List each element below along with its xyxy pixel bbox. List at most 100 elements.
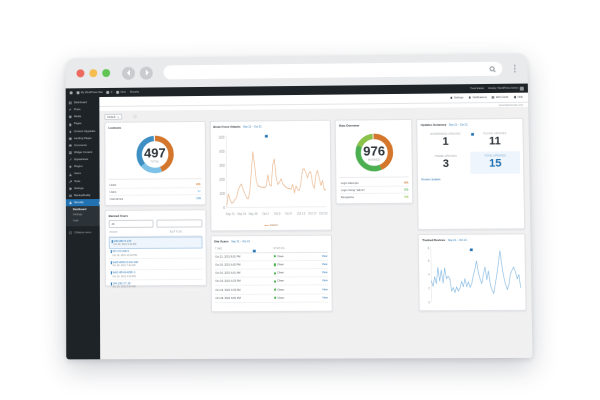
legend-label: Recaptcha [340,196,354,200]
sidebar-item-posts[interactable]: Posts [66,106,100,113]
users-icon [69,173,72,177]
view-link[interactable]: View [321,271,328,275]
svg-text:300: 300 [219,163,225,169]
minimize-window-button[interactable] [89,69,98,78]
sidebar-item-security[interactable]: Security [65,199,100,207]
calendar-icon[interactable] [264,125,268,138]
calendar-icon[interactable] [470,123,474,137]
sidebar-item-backupbuddy[interactable]: BackupBuddy [66,192,100,199]
card-site-scans: Site Scans Sep 21 – Oct 21 TIME STATUS [209,235,334,313]
view-link[interactable]: View [322,287,328,291]
sidebar-item-comments[interactable]: Comments [66,142,100,149]
legend-line-icon [264,225,269,227]
sidebar-item-label: Users [73,172,81,176]
banned-users-search-input[interactable] [156,219,202,228]
window-controls[interactable] [74,69,111,78]
upgrade-icon [69,130,72,134]
status-dot-icon [273,296,277,300]
column-header-status: STATUS [273,247,285,251]
calendar-icon[interactable] [469,239,473,252]
banned-time: Oct 19, 2021 10:18 PM [112,253,137,257]
comment-count: 0 [110,90,113,94]
card-date-range[interactable]: Sep 21 – Oct 21 [448,123,468,127]
scan-time: Oct 19, 2021 6:33 AM [215,288,241,292]
sidebar-item-landing-pages[interactable]: Landing Pages [66,135,100,142]
table-row[interactable]: 108.168.71.170 Oct 20, 2021 9:32 AM [108,236,203,249]
lockouts-legend: Hosts 221 Users 97 Usernames [108,178,202,203]
sidebar-item-label: Dashboard [73,101,87,105]
url-bar[interactable] [163,61,503,80]
toolbar-help-button[interactable]: Help [513,96,523,99]
sidebar-item-plugins[interactable]: Plugins [66,163,100,170]
lockouts-total-value: 497 [144,145,166,161]
sidebar-item-pages[interactable]: Pages [66,120,100,127]
toolbar-settings-button[interactable]: Settings [449,96,463,99]
lockouts-donut-chart: 497 TOTAL [108,131,201,179]
admin-bar-item-site[interactable]: My WordPress Site [76,91,103,95]
review-updates-link[interactable]: Review Updates [421,177,441,181]
sidebar-item-dashboard[interactable]: Dashboard [66,99,100,106]
dashboard-select[interactable]: Default [104,113,123,121]
forward-icon[interactable] [139,66,153,80]
toolbar-notifications-button[interactable]: Notifications [468,96,487,99]
admin-bar-item-treat[interactable]: Treat Easier [469,87,485,91]
status-dot-icon [273,255,276,258]
sidebar-item-label: Comments [73,143,87,147]
wordpress-logo-icon[interactable] [69,91,73,95]
sidebar-item-media[interactable]: Media [66,113,100,120]
zoom-window-button[interactable] [102,69,111,78]
card-date-range[interactable]: Sep 21 – Oct 21 [243,125,262,129]
svg-text:Sep 21: Sep 21 [225,212,234,217]
table-row[interactable]: Oct 18, 2021 5:52 PM Clean View [214,294,329,303]
card-header: Brute Force Attacks Sep 21 – Oct 21 [213,124,327,138]
legend-value: 434 [403,181,409,185]
status-badge: Clean [273,280,310,283]
close-window-button[interactable] [76,69,85,78]
comment-icon [69,144,72,148]
media-icon [69,116,72,120]
admin-bar-item-comments[interactable]: 0 [106,90,113,94]
banned-time: Oct 20, 2021 9:32 AM [113,242,137,247]
toolbar-edit-cards-button[interactable]: Edit Cards [492,96,508,99]
page-icon [69,123,72,127]
view-link[interactable]: View [322,296,328,300]
add-card-icon[interactable] [133,114,138,119]
tracked-devices-line-chart: 0 2 4 6 8 [422,244,522,308]
sidebar-item-content-upgrades[interactable]: Content Upgrades [66,128,100,135]
row-marker-icon [110,260,112,264]
brute-force-line-chart: 0 100 200 300 400 500 Sep 21 Sep 24 Sep 28 Oct… [213,130,328,223]
sidebar-item-appearance[interactable]: Appearance [66,156,100,163]
kebab-menu-icon[interactable] [510,64,519,73]
view-link[interactable]: View [321,254,328,258]
admin-bar-item-new[interactable]: New [116,91,126,94]
sidebar-item-users[interactable]: Users [66,170,100,177]
sidebar-item-label: Pages [73,122,82,126]
banned-users-filter-select[interactable]: All [108,220,154,228]
update-value: 15 [488,156,502,170]
back-icon[interactable] [121,66,135,80]
status-dot-icon [273,288,276,291]
svg-text:Oct 6: Oct 6 [273,212,280,217]
sidebar-item-widget-content[interactable]: Widget Content [66,149,100,156]
table-row[interactable]: 164.108.171.28 Oct 15, 2021 6:14 AM [108,280,203,292]
sidebar-item-tools[interactable]: Tools [66,178,100,185]
admin-bar-item-security[interactable]: Security [130,91,139,94]
card-title: Tracked Devices [422,238,446,243]
row-marker-icon [110,250,112,254]
card-date-range[interactable]: Sep 21 – Oct 21 [447,238,467,242]
view-link[interactable]: View [322,279,328,283]
table-row[interactable]: 2a01:4f9:4b:4290::1 Oct 16, 2021 4:03 PM [108,269,203,281]
calendar-icon[interactable] [252,240,256,253]
collapse-menu-button[interactable]: Collapse menu [66,228,100,237]
scan-time: Oct 21, 2021 8:51 PM [215,255,241,259]
help-icon [513,96,517,99]
sidebar-item-settings[interactable]: Settings [66,185,100,192]
submenu-item-logs[interactable]: Logs [72,218,79,222]
table-row[interactable]: 2a03:4000:13:10c:190 Oct 18, 2021 7:44 A… [108,258,203,270]
nav-buttons[interactable] [121,66,153,80]
view-link[interactable]: View [321,262,328,267]
admin-bar-item-account[interactable]: Howdy, WordPress Admin [488,86,524,91]
table-row[interactable]: 167.172.230.5 Oct 19, 2021 10:18 PM [108,248,203,260]
card-date-range[interactable]: Sep 21 – Oct 21 [231,240,250,244]
